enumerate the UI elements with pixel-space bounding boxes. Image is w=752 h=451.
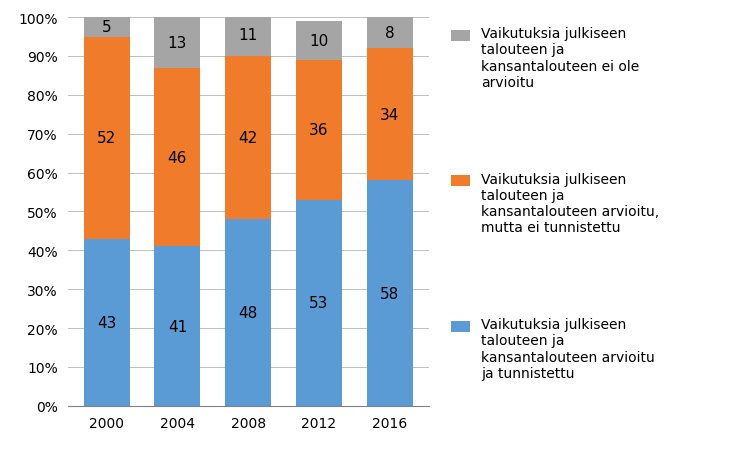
Bar xyxy=(154,247,200,406)
Bar xyxy=(225,220,271,406)
Bar xyxy=(83,18,129,37)
Text: 13: 13 xyxy=(168,36,187,51)
Text: 43: 43 xyxy=(97,315,117,330)
Bar xyxy=(225,57,271,220)
Text: Vaikutuksia julkiseen
talouteen ja
kansantalouteen arvioitu,
mutta ei tunnistett: Vaikutuksia julkiseen talouteen ja kansa… xyxy=(481,172,660,235)
Text: 34: 34 xyxy=(380,107,399,123)
Text: Vaikutuksia julkiseen
talouteen ja
kansantalouteen ei ole
arvioitu: Vaikutuksia julkiseen talouteen ja kansa… xyxy=(481,27,639,89)
Text: 10: 10 xyxy=(309,34,329,49)
Bar xyxy=(296,22,342,61)
Text: 53: 53 xyxy=(309,296,329,311)
Text: 48: 48 xyxy=(238,305,258,320)
Bar xyxy=(225,14,271,57)
Bar xyxy=(367,49,413,181)
Text: 42: 42 xyxy=(238,131,258,146)
Bar xyxy=(296,61,342,200)
Text: 58: 58 xyxy=(380,286,399,301)
Text: 11: 11 xyxy=(238,28,258,43)
Bar xyxy=(296,200,342,406)
Text: 8: 8 xyxy=(385,26,395,41)
Text: 52: 52 xyxy=(97,131,117,146)
Bar xyxy=(367,181,413,406)
Text: 46: 46 xyxy=(168,150,187,165)
Bar xyxy=(154,18,200,69)
Text: 41: 41 xyxy=(168,319,187,334)
Text: 36: 36 xyxy=(309,123,329,138)
Bar xyxy=(367,18,413,49)
Text: Vaikutuksia julkiseen
talouteen ja
kansantalouteen arvioitu
ja tunnistettu: Vaikutuksia julkiseen talouteen ja kansa… xyxy=(481,318,655,380)
Bar xyxy=(154,69,200,247)
Text: 5: 5 xyxy=(102,20,111,35)
Bar xyxy=(83,37,129,239)
Bar xyxy=(83,239,129,406)
